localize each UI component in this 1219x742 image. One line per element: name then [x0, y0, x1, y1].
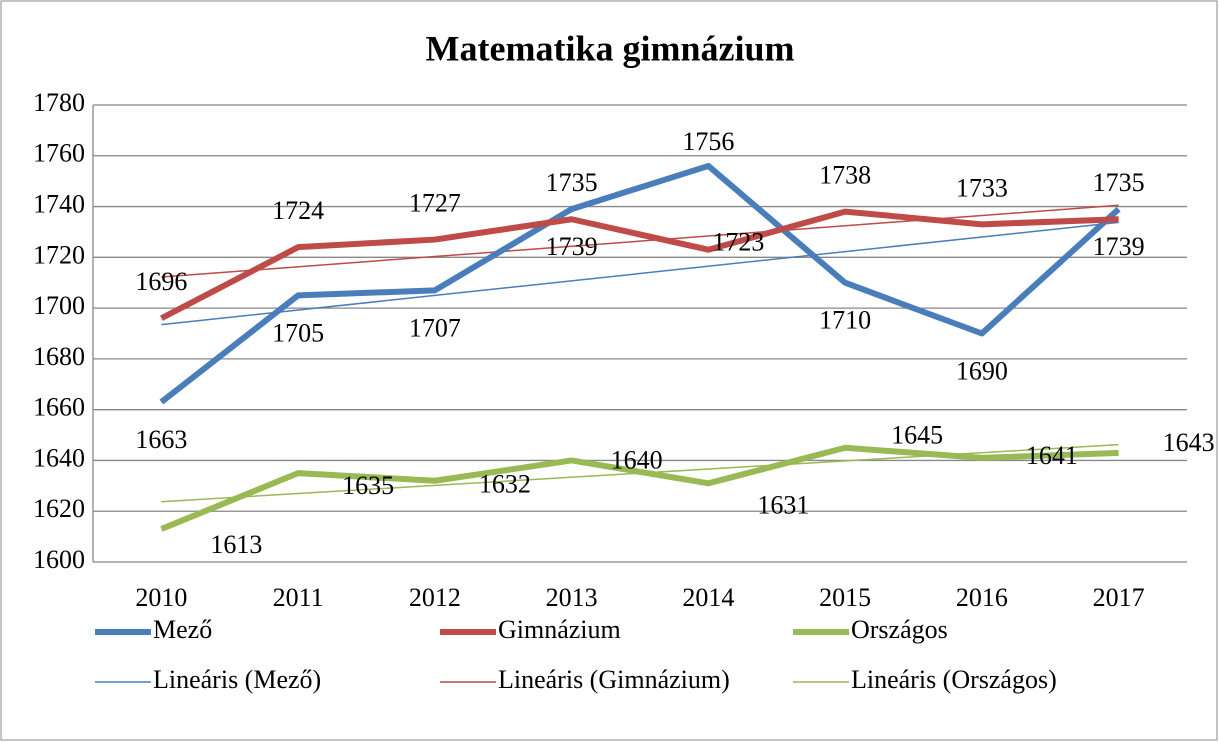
chart-title: Matematika gimnázium — [426, 28, 795, 68]
x-tick-label: 2010 — [135, 583, 187, 612]
data-label: 1738 — [819, 161, 871, 190]
legend-label: Országos — [851, 615, 948, 644]
data-label: 1641 — [1026, 441, 1078, 470]
data-label: 1613 — [210, 530, 262, 559]
y-tick-label: 1640 — [33, 443, 85, 472]
y-tick-label: 1740 — [33, 190, 85, 219]
data-label: 1733 — [956, 173, 1008, 202]
data-label: 1735 — [1093, 168, 1145, 197]
data-label: 1635 — [342, 471, 394, 500]
data-label: 1707 — [409, 313, 461, 342]
legend-label: Lineáris (Gimnázium) — [498, 665, 730, 694]
y-tick-label: 1680 — [33, 342, 85, 371]
data-label: 1724 — [272, 196, 324, 225]
data-label: 1756 — [682, 127, 734, 156]
series-line — [159, 162, 1121, 405]
x-tick-label: 2012 — [409, 583, 461, 612]
legend-label: Gimnázium — [498, 615, 621, 644]
x-tick-label: 2011 — [273, 583, 324, 612]
legend-label: Mező — [153, 615, 212, 644]
x-tick-label: 2013 — [546, 583, 598, 612]
legend-label: Lineáris (Mező) — [153, 665, 321, 694]
data-label: 1710 — [819, 306, 871, 335]
data-label: 1631 — [757, 490, 809, 519]
y-tick-label: 1700 — [33, 291, 85, 320]
data-label: 1723 — [712, 228, 764, 257]
data-label: 1663 — [135, 425, 187, 454]
y-tick-label: 1620 — [33, 494, 85, 523]
y-tick-label: 1780 — [33, 88, 85, 117]
series-line — [160, 444, 1119, 532]
trendline — [161, 221, 1119, 326]
data-label: 1739 — [1093, 232, 1145, 261]
data-label: 1735 — [546, 168, 598, 197]
data-label: 1643 — [1163, 428, 1215, 457]
data-label: 1632 — [479, 470, 531, 499]
x-tick-label: 2016 — [956, 583, 1008, 612]
x-tick-label: 2014 — [682, 583, 734, 612]
data-label: 1696 — [135, 267, 187, 296]
y-tick-label: 1760 — [33, 139, 85, 168]
y-tick-label: 1720 — [33, 240, 85, 269]
y-tick-label: 1660 — [33, 393, 85, 422]
data-label: 1705 — [272, 318, 324, 347]
data-label: 1739 — [546, 232, 598, 261]
data-label: 1640 — [611, 445, 663, 474]
data-label: 1690 — [956, 356, 1008, 385]
data-label: 1727 — [409, 189, 461, 218]
x-tick-label: 2015 — [819, 583, 871, 612]
data-label: 1645 — [891, 421, 943, 450]
y-tick-label: 1600 — [33, 545, 85, 574]
trendline — [161, 204, 1119, 278]
series-line — [159, 208, 1119, 321]
legend-label: Lineáris (Országos) — [851, 665, 1057, 694]
x-tick-label: 2017 — [1093, 583, 1145, 612]
